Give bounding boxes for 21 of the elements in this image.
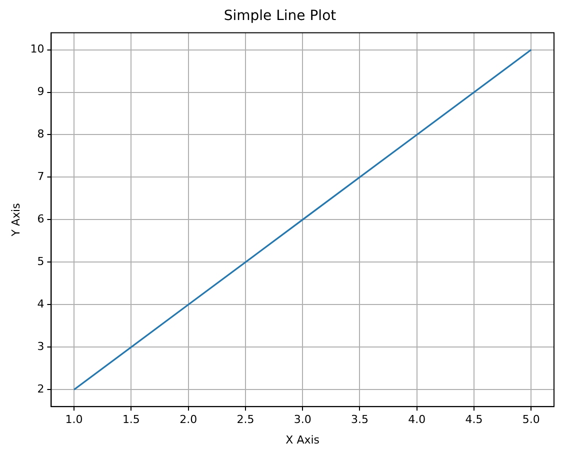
x-tick-label: 1.5	[122, 413, 140, 426]
chart-title: Simple Line Plot	[224, 8, 337, 24]
y-tick-label: 10	[30, 42, 44, 56]
x-tick-label: 3.5	[350, 413, 368, 426]
x-tick-label: 4.0	[408, 413, 426, 426]
y-tick-label: 9	[37, 85, 44, 98]
y-tick-label: 7	[37, 170, 44, 184]
x-tick-label: 2.5	[236, 413, 254, 426]
y-axis-title: Y Axis	[9, 202, 22, 238]
x-tick-label: 1.0	[65, 413, 83, 426]
x-tick-label: 2.0	[180, 413, 198, 426]
x-axis-title: X Axis	[286, 433, 320, 446]
y-tick-label: 5	[37, 255, 44, 268]
y-tick-label: 3	[37, 340, 44, 353]
y-tick-label: 2	[37, 382, 44, 396]
x-tick-label: 5.0	[522, 413, 540, 426]
x-tick-label: 3.0	[294, 413, 312, 426]
y-tick-label: 6	[37, 212, 44, 226]
y-tick-label: 4	[37, 298, 44, 311]
x-tick-label: 4.5	[465, 413, 483, 426]
y-tick-label: 8	[37, 128, 44, 141]
